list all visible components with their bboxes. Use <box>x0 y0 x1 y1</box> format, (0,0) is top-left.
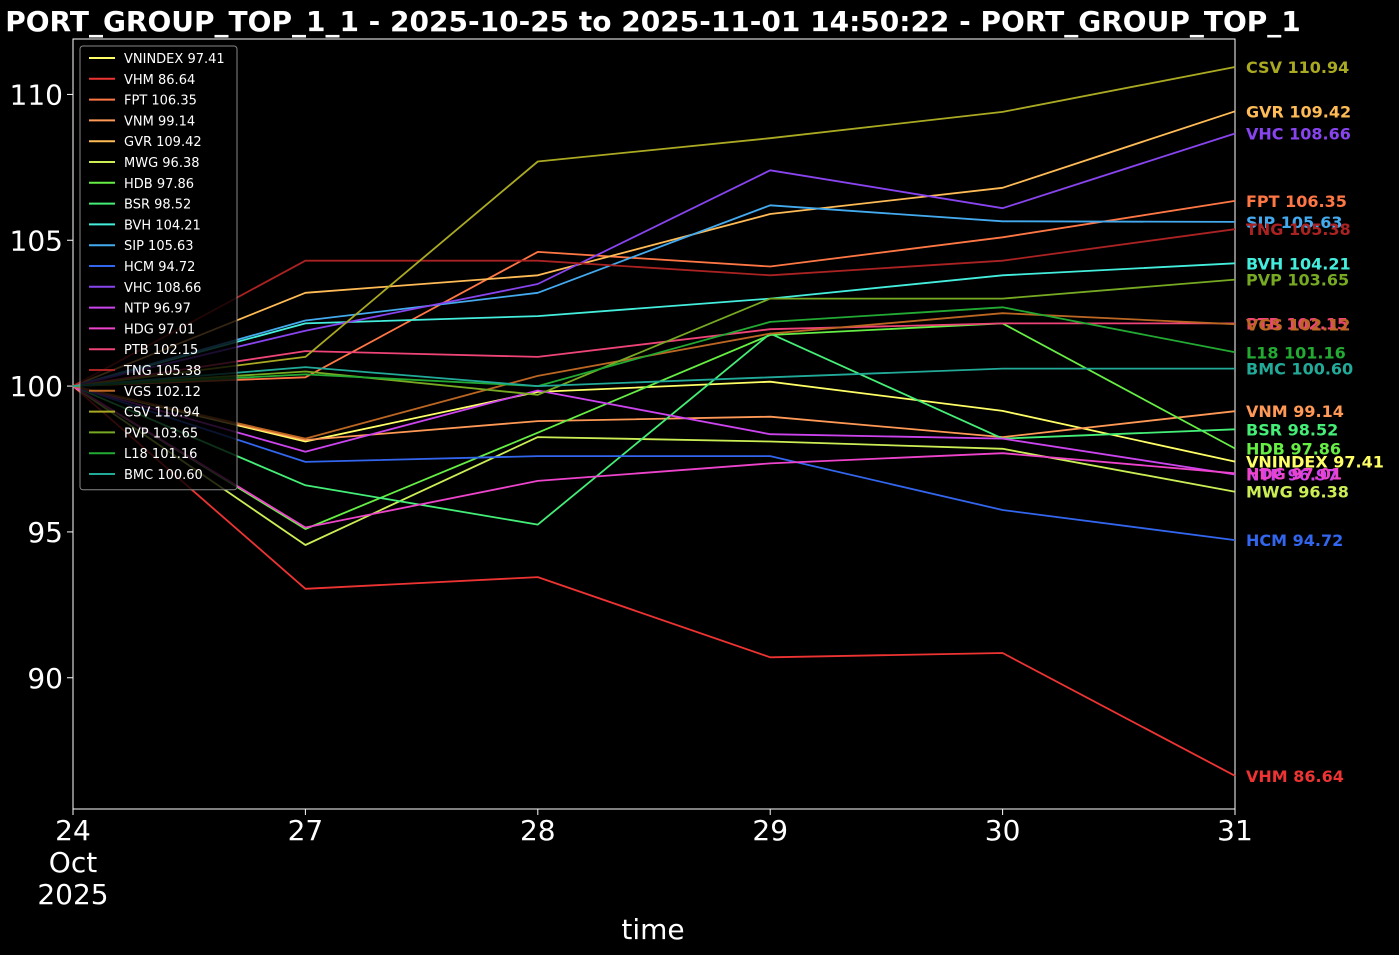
end-label-hdg: HDG 97.01 <box>1246 464 1342 483</box>
legend-entry: BVH 104.21 <box>124 218 201 233</box>
x-tick-label: 30 <box>985 814 1021 847</box>
series-line-vhm <box>72 385 1236 777</box>
legend-entry: L18 101.16 <box>124 447 197 462</box>
end-label-tng: TNG 105.38 <box>1246 220 1351 239</box>
x-tick-label: 29 <box>752 814 788 847</box>
end-label-hdb: HDB 97.86 <box>1246 440 1341 459</box>
end-label-ptb: PTB 102.15 <box>1246 314 1348 333</box>
x-tick-label: 24 Oct 2025 <box>37 814 108 911</box>
series-line-pvp <box>72 278 1236 396</box>
end-label-gvr: GVR 109.42 <box>1246 102 1351 121</box>
end-label-vnm: VNM 99.14 <box>1246 402 1344 421</box>
legend-entry: VNINDEX 97.41 <box>124 52 225 67</box>
series-line-bsr <box>72 332 1236 526</box>
legend-box <box>79 45 238 491</box>
end-label-bvh: BVH 104.21 <box>1246 254 1351 273</box>
legend-entry: MWG 96.38 <box>124 156 200 171</box>
series-end-labels: VNINDEX 97.41 VHM 86.64 FPT 106.35 VNM 99.1… <box>1246 58 1384 786</box>
plot-frame <box>72 38 1236 810</box>
y-tick-label: 90 <box>27 662 63 695</box>
series-lines <box>72 66 1236 777</box>
series-line-tng <box>72 228 1236 387</box>
end-label-vhc: VHC 108.66 <box>1246 125 1351 144</box>
series-line-hdg <box>72 385 1236 529</box>
chart-title: PORT_GROUP_TOP_1_1 - 2025-10-25 to 2025-… <box>5 5 1301 38</box>
end-label-csv: CSV 110.94 <box>1246 58 1349 77</box>
end-label-bmc: BMC 100.60 <box>1246 360 1353 379</box>
legend-entry: HDB 97.86 <box>124 177 194 192</box>
x-tick-label: 28 <box>520 814 556 847</box>
legend-entry: SIP 105.63 <box>124 239 194 254</box>
legend-entry: PTB 102.15 <box>124 343 198 358</box>
series-line-hdb <box>72 322 1236 530</box>
legend-entry: HCM 94.72 <box>124 260 195 275</box>
series-line-bvh <box>72 262 1236 387</box>
end-label-vhm: VHM 86.64 <box>1246 767 1344 786</box>
legend: VNINDEX 97.41 VHM 86.64 FPT 106.35 VNM 99.1… <box>79 45 238 491</box>
x-tick-label: 31 <box>1217 814 1253 847</box>
legend-entry: NTP 96.97 <box>124 302 191 317</box>
series-line-l18 <box>72 306 1236 388</box>
legend-entry: VGS 102.12 <box>124 385 201 400</box>
end-label-pvp: PVP 103.65 <box>1246 271 1349 290</box>
plot-border <box>72 38 1236 810</box>
series-line-vnm <box>72 385 1236 441</box>
y-axis: 90 95 100 105 110 <box>10 78 73 695</box>
series-line-ptb <box>72 322 1235 387</box>
end-label-bsr: BSR 98.52 <box>1246 420 1338 439</box>
legend-entry: TNG 105.38 <box>123 364 201 379</box>
series-line-hcm <box>72 385 1236 541</box>
legend-entry: VHC 108.66 <box>124 281 201 296</box>
series-line-ntp <box>72 385 1236 476</box>
y-tick-label: 95 <box>27 516 63 549</box>
series-line-vhc <box>72 132 1236 387</box>
legend-entry: GVR 109.42 <box>124 135 202 150</box>
end-label-sip: SIP 105.63 <box>1246 213 1343 232</box>
legend-entry: FPT 106.35 <box>124 94 197 109</box>
legend-entry: PVP 103.65 <box>124 426 198 441</box>
series-line-csv <box>72 66 1236 387</box>
end-label-fpt: FPT 106.35 <box>1246 192 1347 211</box>
end-label-vgs: VGS 102.12 <box>1246 315 1350 334</box>
end-label-ntp: NTP 96.97 <box>1246 465 1338 484</box>
x-axis-label: time <box>621 913 684 946</box>
series-line-gvr <box>72 110 1236 387</box>
end-label-mwg: MWG 96.38 <box>1246 483 1349 502</box>
legend-entry: HDG 97.01 <box>124 322 195 337</box>
series-line-sip <box>72 204 1236 387</box>
series-line-bmc <box>72 366 1235 388</box>
end-label-vnindex: VNINDEX 97.41 <box>1246 453 1384 472</box>
x-tick-label: 27 <box>288 814 324 847</box>
end-label-l18: L18 101.16 <box>1246 343 1346 362</box>
end-label-hcm: HCM 94.72 <box>1246 531 1343 550</box>
legend-entry: CSV 110.94 <box>124 406 200 421</box>
y-tick-label: 100 <box>10 370 63 403</box>
y-tick-label: 105 <box>10 224 63 257</box>
x-axis: 24 Oct 2025 27 28 29 30 31 <box>37 809 1253 911</box>
series-line-vnindex <box>72 380 1236 463</box>
y-tick-label: 110 <box>10 78 63 111</box>
legend-entry: VNM 99.14 <box>124 114 195 129</box>
legend-entry: BMC 100.60 <box>124 468 203 483</box>
legend-entry: BSR 98.52 <box>124 198 191 213</box>
legend-entry: VHM 86.64 <box>124 73 195 88</box>
series-line-fpt <box>72 200 1236 387</box>
